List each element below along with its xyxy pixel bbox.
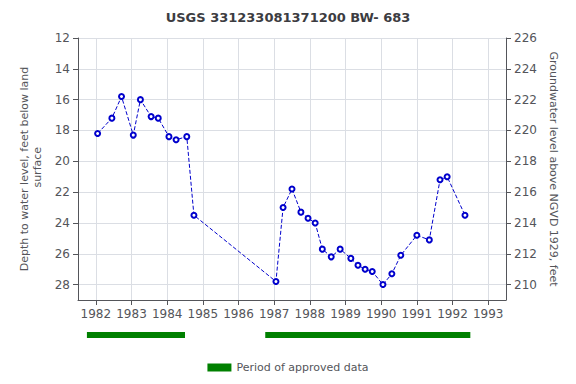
svg-text:1983: 1983	[116, 307, 147, 321]
svg-text:1991: 1991	[402, 307, 433, 321]
svg-text:220: 220	[514, 123, 537, 137]
svg-text:1987: 1987	[259, 307, 290, 321]
svg-text:226: 226	[514, 31, 537, 45]
svg-text:1982: 1982	[81, 307, 112, 321]
svg-text:224: 224	[514, 62, 537, 76]
svg-text:20: 20	[55, 154, 70, 168]
svg-text:216: 216	[514, 185, 537, 199]
svg-text:218: 218	[514, 154, 537, 168]
svg-text:Groundwater level above NGVD 1: Groundwater level above NGVD 1929, feet	[547, 51, 560, 287]
svg-text:18: 18	[55, 123, 70, 137]
svg-text:surface: surface	[31, 147, 44, 191]
svg-text:1989: 1989	[330, 307, 361, 321]
svg-text:16: 16	[55, 93, 70, 107]
svg-text:1992: 1992	[437, 307, 468, 321]
svg-text:Period of approved data: Period of approved data	[236, 361, 368, 374]
svg-text:222: 222	[514, 93, 537, 107]
svg-text:1985: 1985	[188, 307, 219, 321]
svg-text:1984: 1984	[152, 307, 183, 321]
svg-text:1986: 1986	[223, 307, 254, 321]
svg-text:26: 26	[55, 247, 70, 261]
svg-text:212: 212	[514, 247, 537, 261]
svg-text:210: 210	[514, 278, 537, 292]
svg-text:24: 24	[55, 216, 70, 230]
svg-text:1988: 1988	[295, 307, 326, 321]
svg-text:28: 28	[55, 278, 70, 292]
svg-text:214: 214	[514, 216, 537, 230]
svg-text:14: 14	[55, 62, 70, 76]
svg-text:Depth to water level, feet bel: Depth to water level, feet below land	[18, 67, 31, 272]
svg-text:USGS 331233081371200 BW- 683: USGS 331233081371200 BW- 683	[166, 10, 411, 25]
svg-text:1990: 1990	[366, 307, 397, 321]
svg-text:1993: 1993	[473, 307, 504, 321]
svg-text:22: 22	[55, 185, 70, 199]
svg-text:12: 12	[55, 31, 70, 45]
